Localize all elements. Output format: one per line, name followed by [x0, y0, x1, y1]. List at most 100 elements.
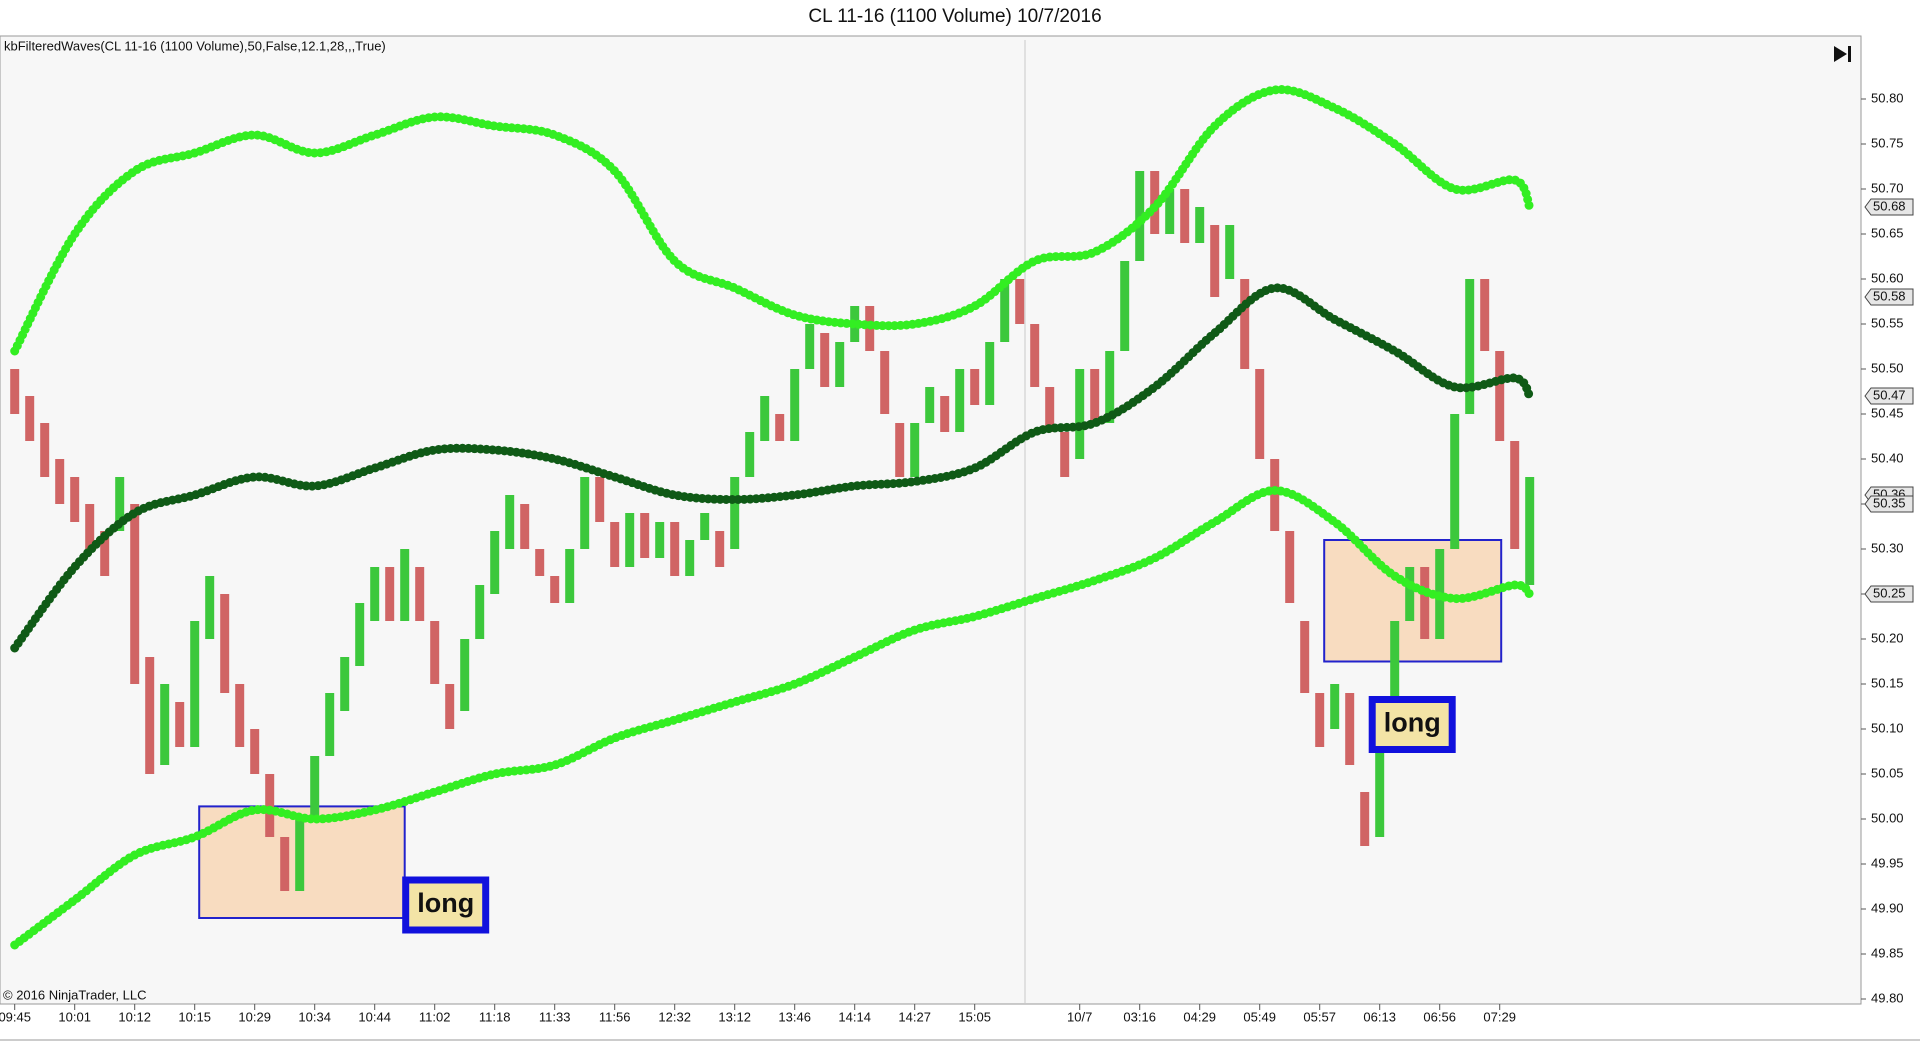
x-tick-label: 11:33: [539, 1009, 571, 1024]
x-tick-label: 04:29: [1183, 1009, 1216, 1024]
x-tick-label: 13:12: [718, 1009, 751, 1024]
go-to-end-button[interactable]: [1834, 46, 1851, 62]
price-bar: [265, 774, 275, 837]
y-tick-label: 49.85: [1871, 945, 1904, 960]
price-bar: [565, 549, 575, 603]
price-bar: [820, 333, 830, 387]
price-bar: [715, 531, 725, 567]
x-tick-label: 10/7: [1067, 1009, 1092, 1024]
x-tick-label: 10:12: [118, 1009, 151, 1024]
price-bar: [880, 351, 890, 414]
price-bar: [1390, 621, 1400, 711]
x-tick-label: 14:14: [838, 1009, 871, 1024]
price-bar: [1405, 567, 1415, 621]
play-icon[interactable]: [1834, 46, 1847, 62]
price-marker-label: 50.58: [1873, 288, 1906, 303]
price-bar: [610, 522, 620, 567]
x-tick-label: 11:02: [419, 1009, 451, 1024]
x-tick-label: 09:45: [0, 1009, 31, 1024]
chart-title: CL 11-16 (1100 Volume) 10/7/2016: [808, 6, 1101, 27]
price-bar: [1330, 684, 1340, 729]
price-bar: [490, 531, 500, 594]
price-bar: [835, 342, 845, 387]
price-marker: [1864, 387, 1914, 405]
price-bar: [10, 369, 20, 414]
y-tick-label: 49.95: [1871, 855, 1904, 870]
price-bar: [1450, 414, 1460, 549]
price-bar: [175, 702, 185, 747]
price-bar: [1525, 477, 1535, 585]
price-bar: [355, 603, 365, 666]
y-tick-label: 50.60: [1871, 270, 1904, 285]
price-bar: [1375, 711, 1385, 837]
price-bar: [190, 621, 200, 747]
y-tick-label: 50.05: [1871, 765, 1904, 780]
x-tick-label: 15:05: [958, 1009, 991, 1024]
price-bar: [790, 369, 800, 441]
price-bar: [640, 513, 650, 558]
price-marker-label: 50.25: [1873, 585, 1906, 600]
price-bar: [1195, 207, 1205, 243]
price-bar: [430, 621, 440, 684]
price-bar: [220, 594, 230, 693]
price-bar: [340, 657, 350, 711]
x-tick-label: 10:44: [358, 1009, 391, 1024]
price-bar: [445, 684, 455, 729]
price-bar: [1165, 189, 1175, 234]
price-bar: [1345, 693, 1355, 765]
price-bar: [1285, 531, 1295, 603]
price-bar: [1105, 351, 1115, 423]
price-bar: [1210, 225, 1220, 297]
x-tick-label: 05:57: [1303, 1009, 1336, 1024]
price-bar: [145, 657, 155, 774]
price-bar: [1225, 225, 1235, 279]
price-bar: [115, 477, 125, 531]
price-bar: [1510, 441, 1520, 549]
price-marker-label: 50.35: [1873, 495, 1906, 510]
y-tick-label: 50.15: [1871, 675, 1904, 690]
zone-label: long: [417, 888, 474, 918]
price-bar: [205, 576, 215, 639]
price-bar: [280, 837, 290, 891]
price-bar: [625, 513, 635, 567]
price-bar: [595, 477, 605, 522]
x-tick-label: 10:15: [178, 1009, 211, 1024]
y-tick-label: 50.10: [1871, 720, 1904, 735]
price-marker: [1864, 288, 1914, 306]
price-bar: [475, 585, 485, 639]
y-tick-label: 50.75: [1871, 135, 1904, 150]
end-bar-icon[interactable]: [1848, 46, 1851, 62]
price-bar: [85, 504, 95, 549]
x-tick-label: 11:56: [599, 1009, 631, 1024]
y-tick-label: 50.00: [1871, 810, 1904, 825]
zone-label-box: [1368, 696, 1456, 753]
x-tick-label: 10:29: [238, 1009, 271, 1024]
price-bar: [760, 396, 770, 441]
price-bar: [670, 522, 680, 576]
price-bar: [1495, 351, 1505, 441]
price-bar: [25, 396, 35, 441]
price-bar: [1360, 792, 1370, 846]
price-bar: [235, 684, 245, 747]
price-marker-label: 50.68: [1873, 198, 1906, 213]
band-line: [10, 485, 1535, 950]
price-bar: [1255, 369, 1265, 459]
price-bar: [685, 540, 695, 576]
x-tick-label: 06:56: [1423, 1009, 1456, 1024]
price-bar: [385, 567, 395, 621]
price-bar: [1300, 621, 1310, 693]
price-bar: [910, 423, 920, 477]
price-bar: [1075, 369, 1085, 459]
price-bar: [895, 423, 905, 477]
price-bar: [70, 477, 80, 522]
zone-label-box: [402, 876, 490, 934]
price-bar: [970, 369, 980, 405]
price-bar: [1015, 279, 1025, 324]
price-bar: [415, 567, 425, 621]
price-bar: [1060, 432, 1070, 477]
indicator-label: kbFilteredWaves(CL 11-16 (1100 Volume),5…: [4, 38, 386, 53]
x-tick-label: 10:01: [58, 1009, 91, 1024]
x-tick-label: 06:13: [1363, 1009, 1396, 1024]
price-bar: [1030, 324, 1040, 387]
